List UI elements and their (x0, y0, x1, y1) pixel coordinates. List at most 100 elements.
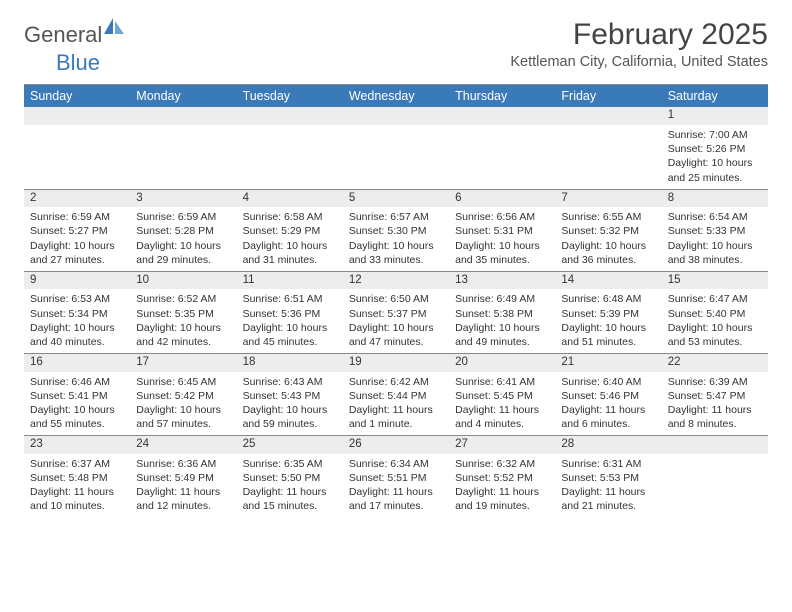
detail-line: and 6 minutes. (561, 417, 655, 431)
logo: General (24, 22, 126, 48)
day-number-row: 232425262728 (24, 436, 768, 454)
day-detail-cell: Sunrise: 6:54 AMSunset: 5:33 PMDaylight:… (662, 207, 768, 271)
detail-line: Sunrise: 7:00 AM (668, 128, 762, 142)
day-detail-cell: Sunrise: 6:42 AMSunset: 5:44 PMDaylight:… (343, 372, 449, 436)
page-root: General February 2025 Kettleman City, Ca… (0, 0, 792, 535)
day-detail-cell (449, 125, 555, 189)
day-detail-cell (662, 454, 768, 518)
day-detail-cell (24, 125, 130, 189)
day-detail-cell: Sunrise: 6:40 AMSunset: 5:46 PMDaylight:… (555, 372, 661, 436)
detail-line: and 17 minutes. (349, 499, 443, 513)
detail-line: Daylight: 10 hours (668, 239, 762, 253)
detail-line: Sunrise: 6:42 AM (349, 375, 443, 389)
day-detail-cell: Sunrise: 6:53 AMSunset: 5:34 PMDaylight:… (24, 289, 130, 353)
day-number-cell (130, 107, 236, 125)
day-number-cell (449, 107, 555, 125)
detail-line: Daylight: 11 hours (30, 485, 124, 499)
day-detail-cell: Sunrise: 6:45 AMSunset: 5:42 PMDaylight:… (130, 372, 236, 436)
day-detail-cell: Sunrise: 6:51 AMSunset: 5:36 PMDaylight:… (237, 289, 343, 353)
day-number-cell: 1 (662, 107, 768, 125)
detail-line: Sunset: 5:40 PM (668, 307, 762, 321)
detail-line: Sunrise: 6:48 AM (561, 292, 655, 306)
detail-line: Sunset: 5:37 PM (349, 307, 443, 321)
detail-line: Sunrise: 6:55 AM (561, 210, 655, 224)
detail-line: Daylight: 10 hours (455, 321, 549, 335)
detail-line: Sunset: 5:41 PM (30, 389, 124, 403)
day-detail-cell: Sunrise: 6:43 AMSunset: 5:43 PMDaylight:… (237, 372, 343, 436)
detail-line: and 8 minutes. (668, 417, 762, 431)
day-detail-cell (555, 125, 661, 189)
detail-line: Sunset: 5:47 PM (668, 389, 762, 403)
detail-line: and 38 minutes. (668, 253, 762, 267)
detail-line: Sunset: 5:38 PM (455, 307, 549, 321)
detail-line: Sunset: 5:32 PM (561, 224, 655, 238)
detail-line: Sunrise: 6:49 AM (455, 292, 549, 306)
day-number-row: 9101112131415 (24, 271, 768, 289)
month-title: February 2025 (510, 18, 768, 52)
day-number-cell: 21 (555, 354, 661, 372)
detail-line: Sunrise: 6:31 AM (561, 457, 655, 471)
day-number-cell: 28 (555, 436, 661, 454)
day-number-cell: 2 (24, 189, 130, 207)
detail-line: Sunset: 5:29 PM (243, 224, 337, 238)
day-number-cell: 3 (130, 189, 236, 207)
detail-line: Sunrise: 6:32 AM (455, 457, 549, 471)
detail-line: and 40 minutes. (30, 335, 124, 349)
detail-line: Sunrise: 6:40 AM (561, 375, 655, 389)
day-number-cell: 25 (237, 436, 343, 454)
detail-line: Sunrise: 6:58 AM (243, 210, 337, 224)
day-detail-row: Sunrise: 6:53 AMSunset: 5:34 PMDaylight:… (24, 289, 768, 353)
detail-line: Sunset: 5:28 PM (136, 224, 230, 238)
header: General February 2025 Kettleman City, Ca… (24, 18, 768, 70)
detail-line: Sunrise: 6:43 AM (243, 375, 337, 389)
day-detail-row: Sunrise: 6:46 AMSunset: 5:41 PMDaylight:… (24, 372, 768, 436)
detail-line: Daylight: 10 hours (349, 239, 443, 253)
detail-line: and 57 minutes. (136, 417, 230, 431)
detail-line: and 47 minutes. (349, 335, 443, 349)
day-detail-cell: Sunrise: 6:34 AMSunset: 5:51 PMDaylight:… (343, 454, 449, 518)
detail-line: and 55 minutes. (30, 417, 124, 431)
day-number-cell: 5 (343, 189, 449, 207)
day-number-cell: 17 (130, 354, 236, 372)
detail-line: Daylight: 10 hours (668, 156, 762, 170)
day-header: Monday (130, 85, 236, 107)
logo-text-blue: Blue (56, 50, 100, 75)
detail-line: Daylight: 10 hours (136, 321, 230, 335)
day-number-cell: 11 (237, 271, 343, 289)
detail-line: Sunset: 5:39 PM (561, 307, 655, 321)
detail-line: Sunset: 5:45 PM (455, 389, 549, 403)
detail-line: Sunrise: 6:45 AM (136, 375, 230, 389)
day-detail-cell: Sunrise: 6:41 AMSunset: 5:45 PMDaylight:… (449, 372, 555, 436)
detail-line: Sunset: 5:26 PM (668, 142, 762, 156)
detail-line: Sunrise: 6:36 AM (136, 457, 230, 471)
detail-line: Daylight: 10 hours (561, 321, 655, 335)
detail-line: Sunset: 5:48 PM (30, 471, 124, 485)
detail-line: and 45 minutes. (243, 335, 337, 349)
detail-line: Sunset: 5:50 PM (243, 471, 337, 485)
detail-line: Sunrise: 6:52 AM (136, 292, 230, 306)
detail-line: Daylight: 11 hours (561, 485, 655, 499)
detail-line: Sunrise: 6:39 AM (668, 375, 762, 389)
detail-line: and 19 minutes. (455, 499, 549, 513)
detail-line: Sunset: 5:31 PM (455, 224, 549, 238)
detail-line: Daylight: 10 hours (30, 403, 124, 417)
detail-line: Sunrise: 6:51 AM (243, 292, 337, 306)
title-block: February 2025 Kettleman City, California… (510, 18, 768, 70)
detail-line: and 35 minutes. (455, 253, 549, 267)
detail-line: and 21 minutes. (561, 499, 655, 513)
detail-line: and 29 minutes. (136, 253, 230, 267)
detail-line: Sunset: 5:53 PM (561, 471, 655, 485)
detail-line: Sunset: 5:52 PM (455, 471, 549, 485)
day-number-cell (343, 107, 449, 125)
day-number-cell: 14 (555, 271, 661, 289)
detail-line: Sunset: 5:43 PM (243, 389, 337, 403)
day-detail-cell: Sunrise: 6:49 AMSunset: 5:38 PMDaylight:… (449, 289, 555, 353)
day-number-row: 16171819202122 (24, 354, 768, 372)
day-number-cell: 24 (130, 436, 236, 454)
detail-line: and 33 minutes. (349, 253, 443, 267)
day-detail-cell: Sunrise: 6:55 AMSunset: 5:32 PMDaylight:… (555, 207, 661, 271)
detail-line: Daylight: 11 hours (243, 485, 337, 499)
day-header: Tuesday (237, 85, 343, 107)
detail-line: Daylight: 10 hours (243, 239, 337, 253)
detail-line: and 31 minutes. (243, 253, 337, 267)
